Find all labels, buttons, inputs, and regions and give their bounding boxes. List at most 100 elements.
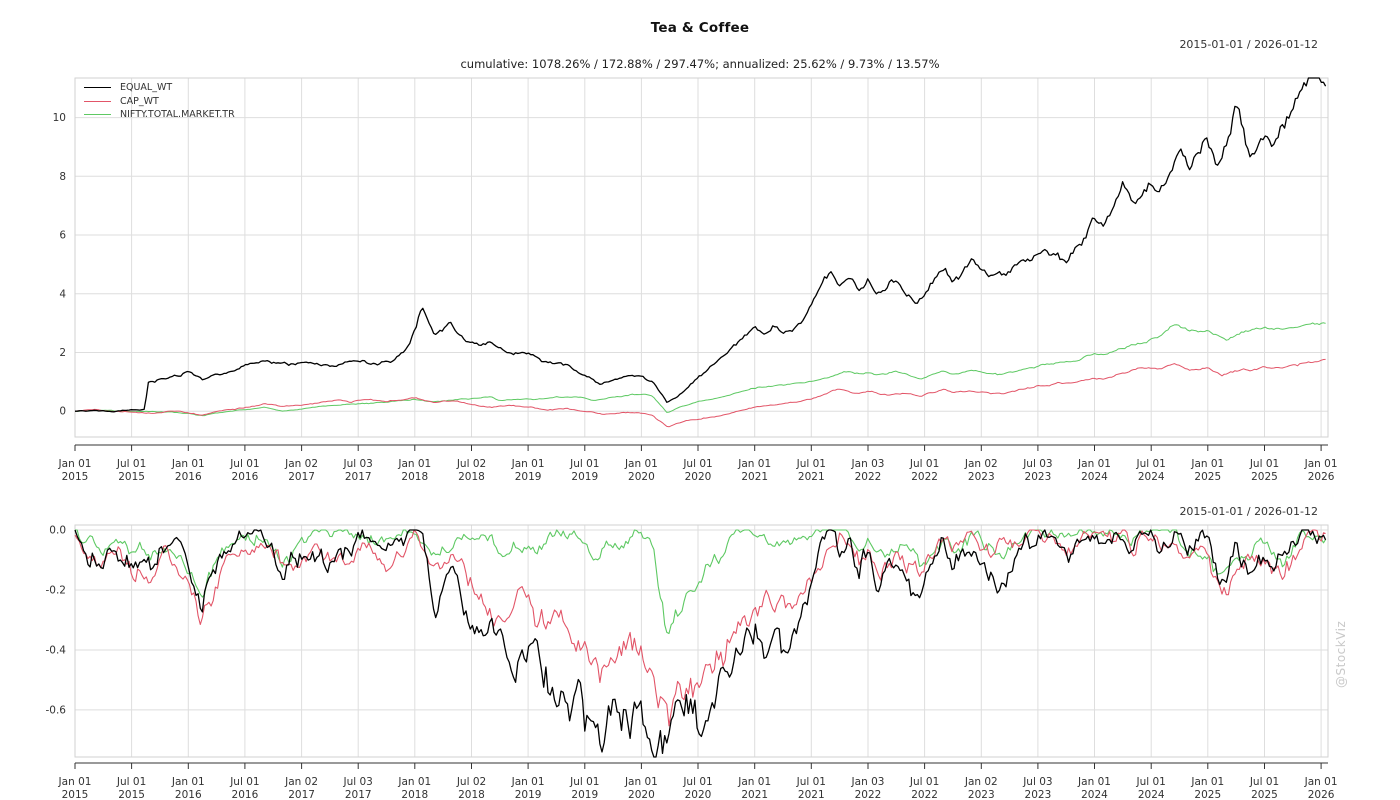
svg-text:Jul 01: Jul 01 [1249,458,1279,470]
series-line-CAP_WT [74,529,1326,727]
svg-text:8: 8 [59,171,66,183]
svg-text:Jan 01: Jan 01 [1077,776,1111,788]
svg-text:2023: 2023 [1025,471,1052,483]
svg-text:Jul 01: Jul 01 [1249,776,1279,788]
svg-text:Jan 01: Jan 01 [397,458,431,470]
svg-text:Jul 03: Jul 03 [1022,458,1052,470]
svg-text:2019: 2019 [515,789,542,800]
svg-text:Jul 01: Jul 01 [682,458,712,470]
svg-text:2020: 2020 [628,789,655,800]
legend-label: CAP_WT [120,95,159,107]
svg-text:Jul 01: Jul 01 [1136,776,1166,788]
svg-text:2026: 2026 [1308,789,1335,800]
svg-text:2016: 2016 [175,789,202,800]
svg-text:2016: 2016 [232,789,259,800]
svg-text:2023: 2023 [968,789,995,800]
svg-text:Jul 03: Jul 03 [343,458,373,470]
svg-text:-0.4: -0.4 [46,645,67,657]
svg-text:Jul 03: Jul 03 [343,776,373,788]
svg-text:Jan 03: Jan 03 [851,776,885,788]
legend-label: NIFTY.TOTAL.MARKET.TR [120,109,235,121]
legend-line-swatch-equal-wt [84,87,111,89]
svg-text:2023: 2023 [1025,789,1052,800]
svg-text:2: 2 [59,347,66,359]
svg-text:Jan 01: Jan 01 [737,458,771,470]
legend-item-equal-wt: EQUAL_WT [84,81,235,95]
svg-text:Jul 01: Jul 01 [569,776,599,788]
svg-text:Jan 02: Jan 02 [964,776,998,788]
svg-text:Jul 01: Jul 01 [116,776,146,788]
svg-text:6: 6 [59,230,66,242]
svg-text:Jan 01: Jan 01 [171,776,205,788]
svg-text:Jan 01: Jan 01 [58,458,92,470]
svg-text:Jul 01: Jul 01 [229,776,259,788]
date-range-label-top: 2015-01-01 / 2026-01-12 [1179,38,1318,51]
svg-text:0.0: 0.0 [49,525,66,537]
svg-text:Jan 02: Jan 02 [284,776,318,788]
svg-text:-0.6: -0.6 [46,704,67,716]
page-title: Tea & Coffee [650,20,750,36]
legend-item-nifty: NIFTY.TOTAL.MARKET.TR [84,108,235,122]
series-line-NIFTY.TOTAL.MARKET.TR [74,322,1326,417]
svg-text:Jan 01: Jan 01 [737,776,771,788]
date-range-label-bottom: 2015-01-01 / 2026-01-12 [1179,505,1318,518]
svg-text:2020: 2020 [685,471,712,483]
svg-text:0: 0 [59,406,66,418]
svg-text:Jan 01: Jan 01 [624,776,658,788]
svg-text:Jan 01: Jan 01 [1304,776,1338,788]
svg-text:2025: 2025 [1194,789,1221,800]
legend-label: EQUAL_WT [120,82,173,94]
svg-text:-0.2: -0.2 [46,585,67,597]
svg-text:Jul 01: Jul 01 [1136,458,1166,470]
svg-text:Jul 01: Jul 01 [116,458,146,470]
svg-text:Jan 01: Jan 01 [511,458,545,470]
svg-text:2015: 2015 [118,789,145,800]
svg-text:2020: 2020 [685,789,712,800]
grid [74,77,1329,438]
svg-text:Jul 01: Jul 01 [682,776,712,788]
svg-text:2022: 2022 [911,789,938,800]
svg-text:Jul 02: Jul 02 [456,776,486,788]
svg-text:2018: 2018 [458,789,485,800]
svg-text:2025: 2025 [1251,789,1278,800]
svg-text:Jul 01: Jul 01 [909,776,939,788]
svg-text:2021: 2021 [741,471,768,483]
svg-text:2017: 2017 [345,789,372,800]
svg-text:2022: 2022 [855,471,882,483]
chart-subtitle-stats: cumulative: 1078.26% / 172.88% / 297.47%… [460,57,940,71]
svg-text:2020: 2020 [628,471,655,483]
series-line-CAP_WT [74,358,1326,428]
svg-text:2021: 2021 [798,789,825,800]
svg-text:2016: 2016 [175,471,202,483]
watermark: @StockViz [1334,620,1348,688]
svg-text:10: 10 [53,112,66,124]
legend-item-cap-wt: CAP_WT [84,95,235,109]
svg-text:2015: 2015 [118,471,145,483]
svg-text:Jan 02: Jan 02 [964,458,998,470]
svg-text:Jul 01: Jul 01 [796,458,826,470]
y-axis: 0 2 4 6 8 10 [53,112,67,418]
svg-text:2024: 2024 [1138,471,1165,483]
svg-text:Jan 01: Jan 01 [1190,776,1224,788]
series-line-EQUAL_WT [74,529,1327,758]
legend-line-swatch-nifty [84,114,111,116]
svg-text:Jan 01: Jan 01 [624,458,658,470]
svg-text:2024: 2024 [1081,789,1108,800]
svg-text:2019: 2019 [571,789,598,800]
svg-text:2023: 2023 [968,471,995,483]
svg-text:Jan 01: Jan 01 [511,776,545,788]
svg-text:Jan 01: Jan 01 [1077,458,1111,470]
svg-text:2024: 2024 [1138,789,1165,800]
svg-text:2018: 2018 [458,471,485,483]
svg-text:2026: 2026 [1308,471,1335,483]
svg-text:2019: 2019 [515,471,542,483]
svg-text:2025: 2025 [1251,471,1278,483]
legend: EQUAL_WT CAP_WT NIFTY.TOTAL.MARKET.TR [84,81,235,122]
svg-text:2016: 2016 [232,471,259,483]
